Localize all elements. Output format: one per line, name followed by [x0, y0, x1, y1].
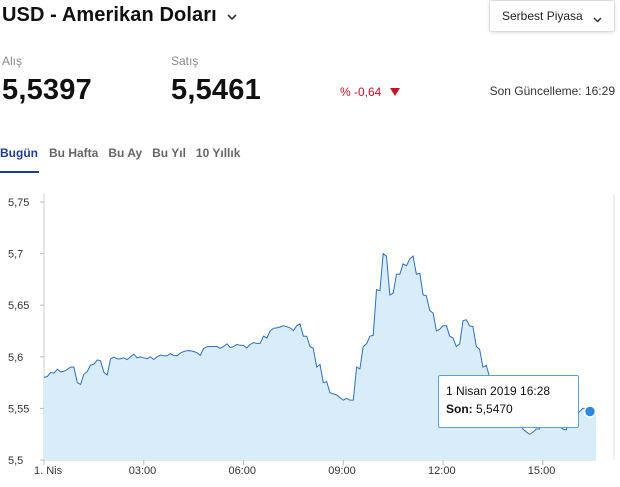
buy-label: Alış: [2, 54, 23, 68]
chart-tooltip: 1 Nisan 2019 16:28 Son: 5,5470: [438, 375, 579, 428]
current-value-marker: [583, 405, 597, 418]
change-indicator: % -0,64: [340, 84, 401, 99]
tooltip-date: 1 Nisan 2019 16:28: [446, 384, 551, 398]
currency-selector[interactable]: USD - Amerikan Doları: [2, 4, 237, 27]
tooltip-value: 5,5470: [476, 402, 513, 416]
sell-label: Satış: [171, 54, 199, 68]
tab-this-week[interactable]: Bu Hafta: [49, 146, 99, 160]
x-tick-label: 15:00: [528, 465, 556, 477]
period-tabs: Bugün Bu Hafta Bu Ay Bu Yıl 10 Yıllık: [0, 145, 250, 173]
y-tick-label: 5,6: [8, 352, 23, 364]
tab-this-year[interactable]: Bu Yıl: [152, 146, 186, 160]
tab-today[interactable]: Bugün: [0, 145, 39, 173]
market-dropdown[interactable]: Serbest Piyasa: [489, 0, 615, 32]
y-tick-label: 5,75: [8, 197, 29, 209]
sell-value: 5,5461: [171, 74, 261, 106]
market-dropdown-value: Serbest Piyasa: [502, 9, 583, 23]
tooltip-key: Son:: [446, 402, 473, 416]
x-tick-label: 09:00: [328, 465, 356, 477]
change-value: % -0,64: [340, 84, 382, 99]
chart-area: [44, 253, 596, 460]
chevron-down-icon: [227, 8, 237, 26]
price-chart[interactable]: 5,5 5,55 5,6 5,65 5,7 5,75 1. Nis 03:00 06:00 09…: [0, 188, 620, 487]
buy-value: 5,5397: [2, 74, 92, 106]
last-updated: Son Güncelleme: 16:29: [489, 84, 615, 98]
tab-this-month[interactable]: Bu Ay: [108, 146, 143, 160]
y-tick-label: 5,55: [8, 403, 29, 415]
down-arrow-icon: [390, 85, 401, 99]
chevron-down-icon: [593, 12, 602, 26]
tab-10-years[interactable]: 10 Yıllık: [195, 146, 241, 160]
x-tick-label: 1. Nis: [34, 465, 63, 477]
y-tick-label: 5,5: [8, 455, 23, 467]
x-tick-label: 06:00: [229, 465, 257, 477]
page-title: USD - Amerikan Doları: [2, 4, 217, 26]
y-tick-label: 5,65: [8, 300, 29, 312]
y-tick-label: 5,7: [8, 249, 23, 261]
x-tick-label: 12:00: [428, 465, 456, 477]
x-tick-label: 03:00: [129, 465, 157, 477]
